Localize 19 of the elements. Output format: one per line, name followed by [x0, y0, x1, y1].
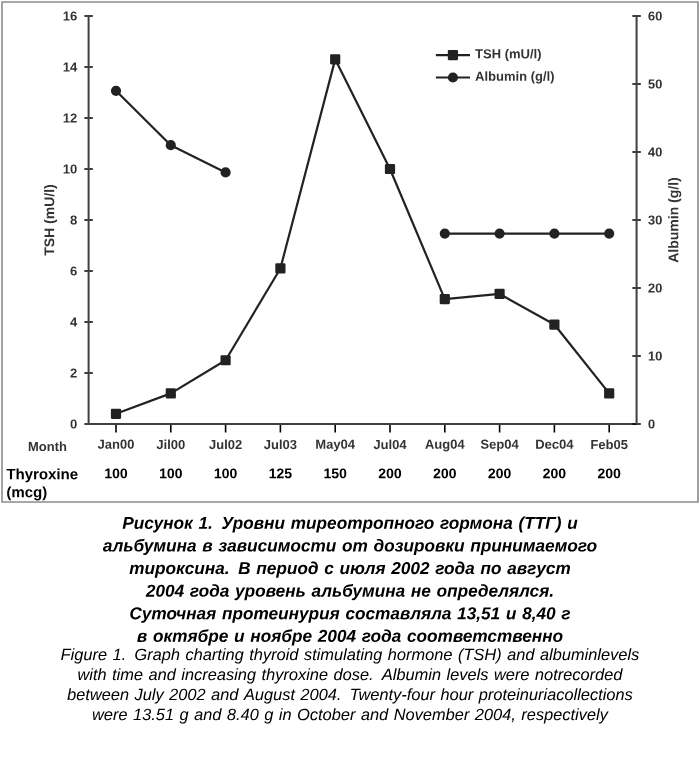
point [165, 140, 176, 151]
point [604, 388, 615, 399]
text: Рисунок 1. Уровни тиреотропного гормона (ТТГ) и альбумина в зависимости от дозировки принимаемого тироксина. В период с июля 2002 года по август 2004 года уровень альбумина не определялся. Суточная протеинурия составляла 13,51 и 8,40 г в октябре и ноябре 2004 года соответственно [102, 516, 597, 646]
point [549, 319, 560, 330]
point [384, 163, 396, 175]
point [220, 355, 231, 366]
point [494, 228, 505, 239]
point [604, 228, 615, 239]
point [549, 228, 560, 239]
point [330, 54, 341, 65]
point [165, 388, 176, 399]
point [110, 85, 122, 96]
caption: Figure 1. Graph charting thyroid stimulating hormone (TSH) and albuminlevels with time and increasing thyroxine dose. Albumin levels were notrecorded between July 2002 and August 2004. Twenty-four hour proteinuriacollections were 13.51 g and 8.40 g in October and November 2004, respectively [61, 648, 639, 724]
point [439, 293, 450, 305]
point [494, 288, 505, 300]
point [110, 408, 122, 419]
point [220, 167, 231, 178]
point [439, 228, 450, 239]
point [275, 263, 286, 274]
